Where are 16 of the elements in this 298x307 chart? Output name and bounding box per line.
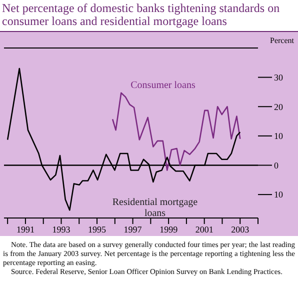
x-tick-label: 1999 [160,224,178,234]
chart-title: Net percentage of domestic banks tightening standards on consumer loans and residential mortgage loans [1,0,281,30]
x-tick-label: 2003 [231,224,250,234]
x-tick-label: 1997 [124,224,142,234]
y-tick-label: 20 [274,102,284,112]
x-tick-label: 1991 [16,224,34,234]
series-label: Consumer loans [130,80,196,91]
y-tick-label: 30 [274,72,284,83]
y-axis-title: Percent [270,36,294,45]
x-tick-label: 2001 [195,224,214,234]
series-label: Residential mortgage loans [111,197,199,219]
x-tick-label: 1993 [52,224,71,234]
y-tick-label: 10 [274,190,284,200]
y-tick-label: 10 [274,131,284,142]
y-tick-label: 0 [274,160,279,170]
x-tick-label: 1995 [88,224,107,234]
